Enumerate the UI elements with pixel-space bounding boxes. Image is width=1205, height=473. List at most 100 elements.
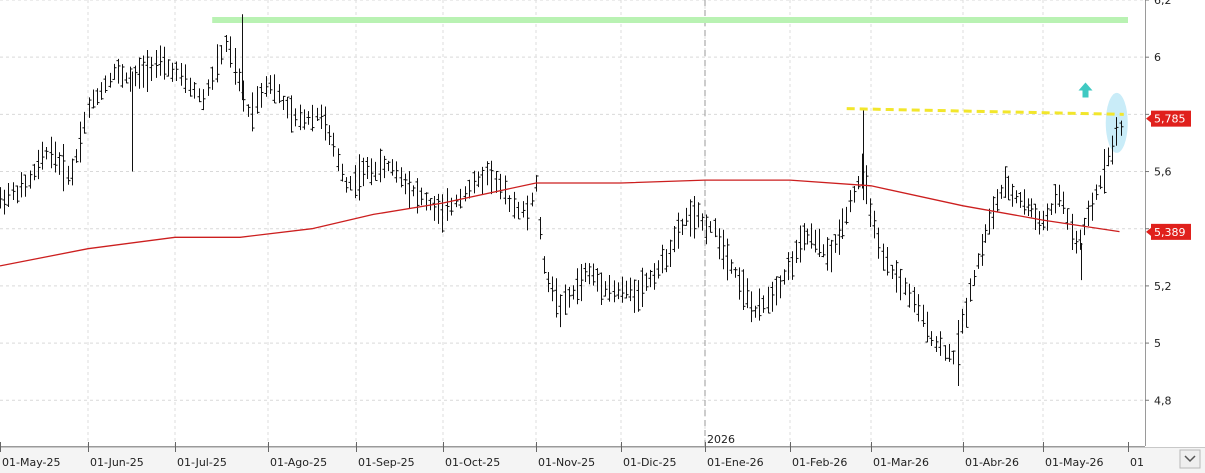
price-bar (353, 165, 358, 199)
price-bar (419, 187, 424, 206)
price-bar (632, 279, 637, 313)
price-bar (472, 170, 477, 194)
price-bar (485, 161, 490, 186)
price-bar (378, 148, 383, 183)
price-bar (991, 196, 996, 230)
price-bar (607, 275, 612, 302)
price-bar (281, 95, 286, 110)
price-bar (145, 49, 150, 92)
price-bar (255, 86, 260, 114)
price-bar (454, 194, 459, 208)
price-bar (133, 65, 138, 87)
price-bar (571, 285, 576, 300)
price-bar (844, 206, 849, 225)
price-bar (1003, 166, 1008, 198)
price-bar (1029, 198, 1034, 218)
y-tick-label: 5,2 (1154, 280, 1172, 293)
price-bar (206, 79, 211, 96)
price-bar (960, 308, 965, 334)
price-bar (964, 297, 969, 328)
price-bar (70, 158, 75, 186)
price-bar (78, 121, 83, 163)
price-bar (6, 182, 11, 208)
price-bar (840, 208, 845, 240)
price-bar (19, 172, 24, 198)
price-bar (57, 152, 62, 175)
price-bar (11, 182, 16, 201)
price-bar (516, 201, 521, 220)
collapse-button[interactable] (1179, 449, 1201, 469)
price-bar (428, 198, 433, 211)
x-tick-label: 01-May-25 (2, 456, 60, 469)
x-tick-label: 01-Feb-26 (792, 456, 847, 469)
annotations-front (846, 82, 1124, 116)
price-bar (1106, 147, 1111, 167)
price-bar (546, 271, 551, 293)
y-tick-label: 4,8 (1154, 394, 1172, 407)
price-bar (489, 160, 494, 195)
price-bar (733, 267, 738, 278)
price-bar (141, 55, 146, 88)
price-bar (1086, 200, 1091, 227)
price-bar (595, 268, 600, 292)
price-bar (233, 47, 238, 85)
price-bar (124, 72, 129, 84)
price-bar (688, 199, 693, 237)
chevron-down-icon (1184, 455, 1196, 463)
price-bar (672, 225, 677, 253)
price-bar (567, 286, 572, 308)
last-price-label: 5,785 (1154, 113, 1186, 126)
breakout-line (846, 107, 1124, 116)
price-bar (348, 175, 353, 191)
price-bar (432, 195, 437, 221)
price-bar (1049, 203, 1054, 216)
price-bar (1026, 198, 1031, 216)
price-bar (215, 44, 220, 83)
price-bar (1114, 117, 1119, 146)
price-bar (386, 160, 391, 172)
price-bar (628, 277, 633, 302)
price-bar (1006, 175, 1011, 201)
price-bar (108, 72, 113, 88)
price-bar (87, 97, 92, 118)
price-bar (881, 243, 886, 271)
price-bar (1053, 184, 1058, 214)
price-bar (440, 194, 445, 233)
price-bar (476, 171, 481, 188)
x-tick-label: 01-Dic-25 (623, 456, 677, 469)
price-bar (620, 276, 625, 303)
price-bar (660, 244, 665, 274)
price-bar (188, 77, 193, 97)
price-bar (82, 111, 87, 134)
price-bar (774, 276, 779, 306)
price-bar (794, 239, 799, 263)
price-bar (91, 89, 96, 109)
price-bar (745, 278, 750, 309)
corner-controls[interactable] (1179, 449, 1201, 469)
price-bar (49, 136, 54, 169)
price-bar (331, 132, 336, 157)
price-bar (640, 267, 645, 307)
price-bar (174, 61, 179, 81)
price-bar (201, 89, 206, 111)
price-bar (563, 284, 568, 315)
price-bar (980, 234, 985, 266)
price-bar (1090, 192, 1095, 221)
price-bar (737, 267, 742, 300)
price-bar (868, 198, 873, 227)
price-bar (44, 147, 49, 160)
x-tick-label: 01 (1130, 456, 1144, 469)
price-bar (741, 269, 746, 311)
price-bar (968, 278, 973, 302)
price-bar (833, 234, 838, 253)
price-bar (512, 191, 517, 219)
price-bar (15, 185, 20, 204)
x-tick-label: 01-Nov-25 (538, 456, 595, 469)
price-bar (23, 174, 28, 197)
price-bar (40, 141, 45, 170)
price-bar (74, 149, 79, 163)
x-tick-label: 01-Abr-26 (965, 456, 1019, 469)
price-bar (616, 282, 621, 300)
